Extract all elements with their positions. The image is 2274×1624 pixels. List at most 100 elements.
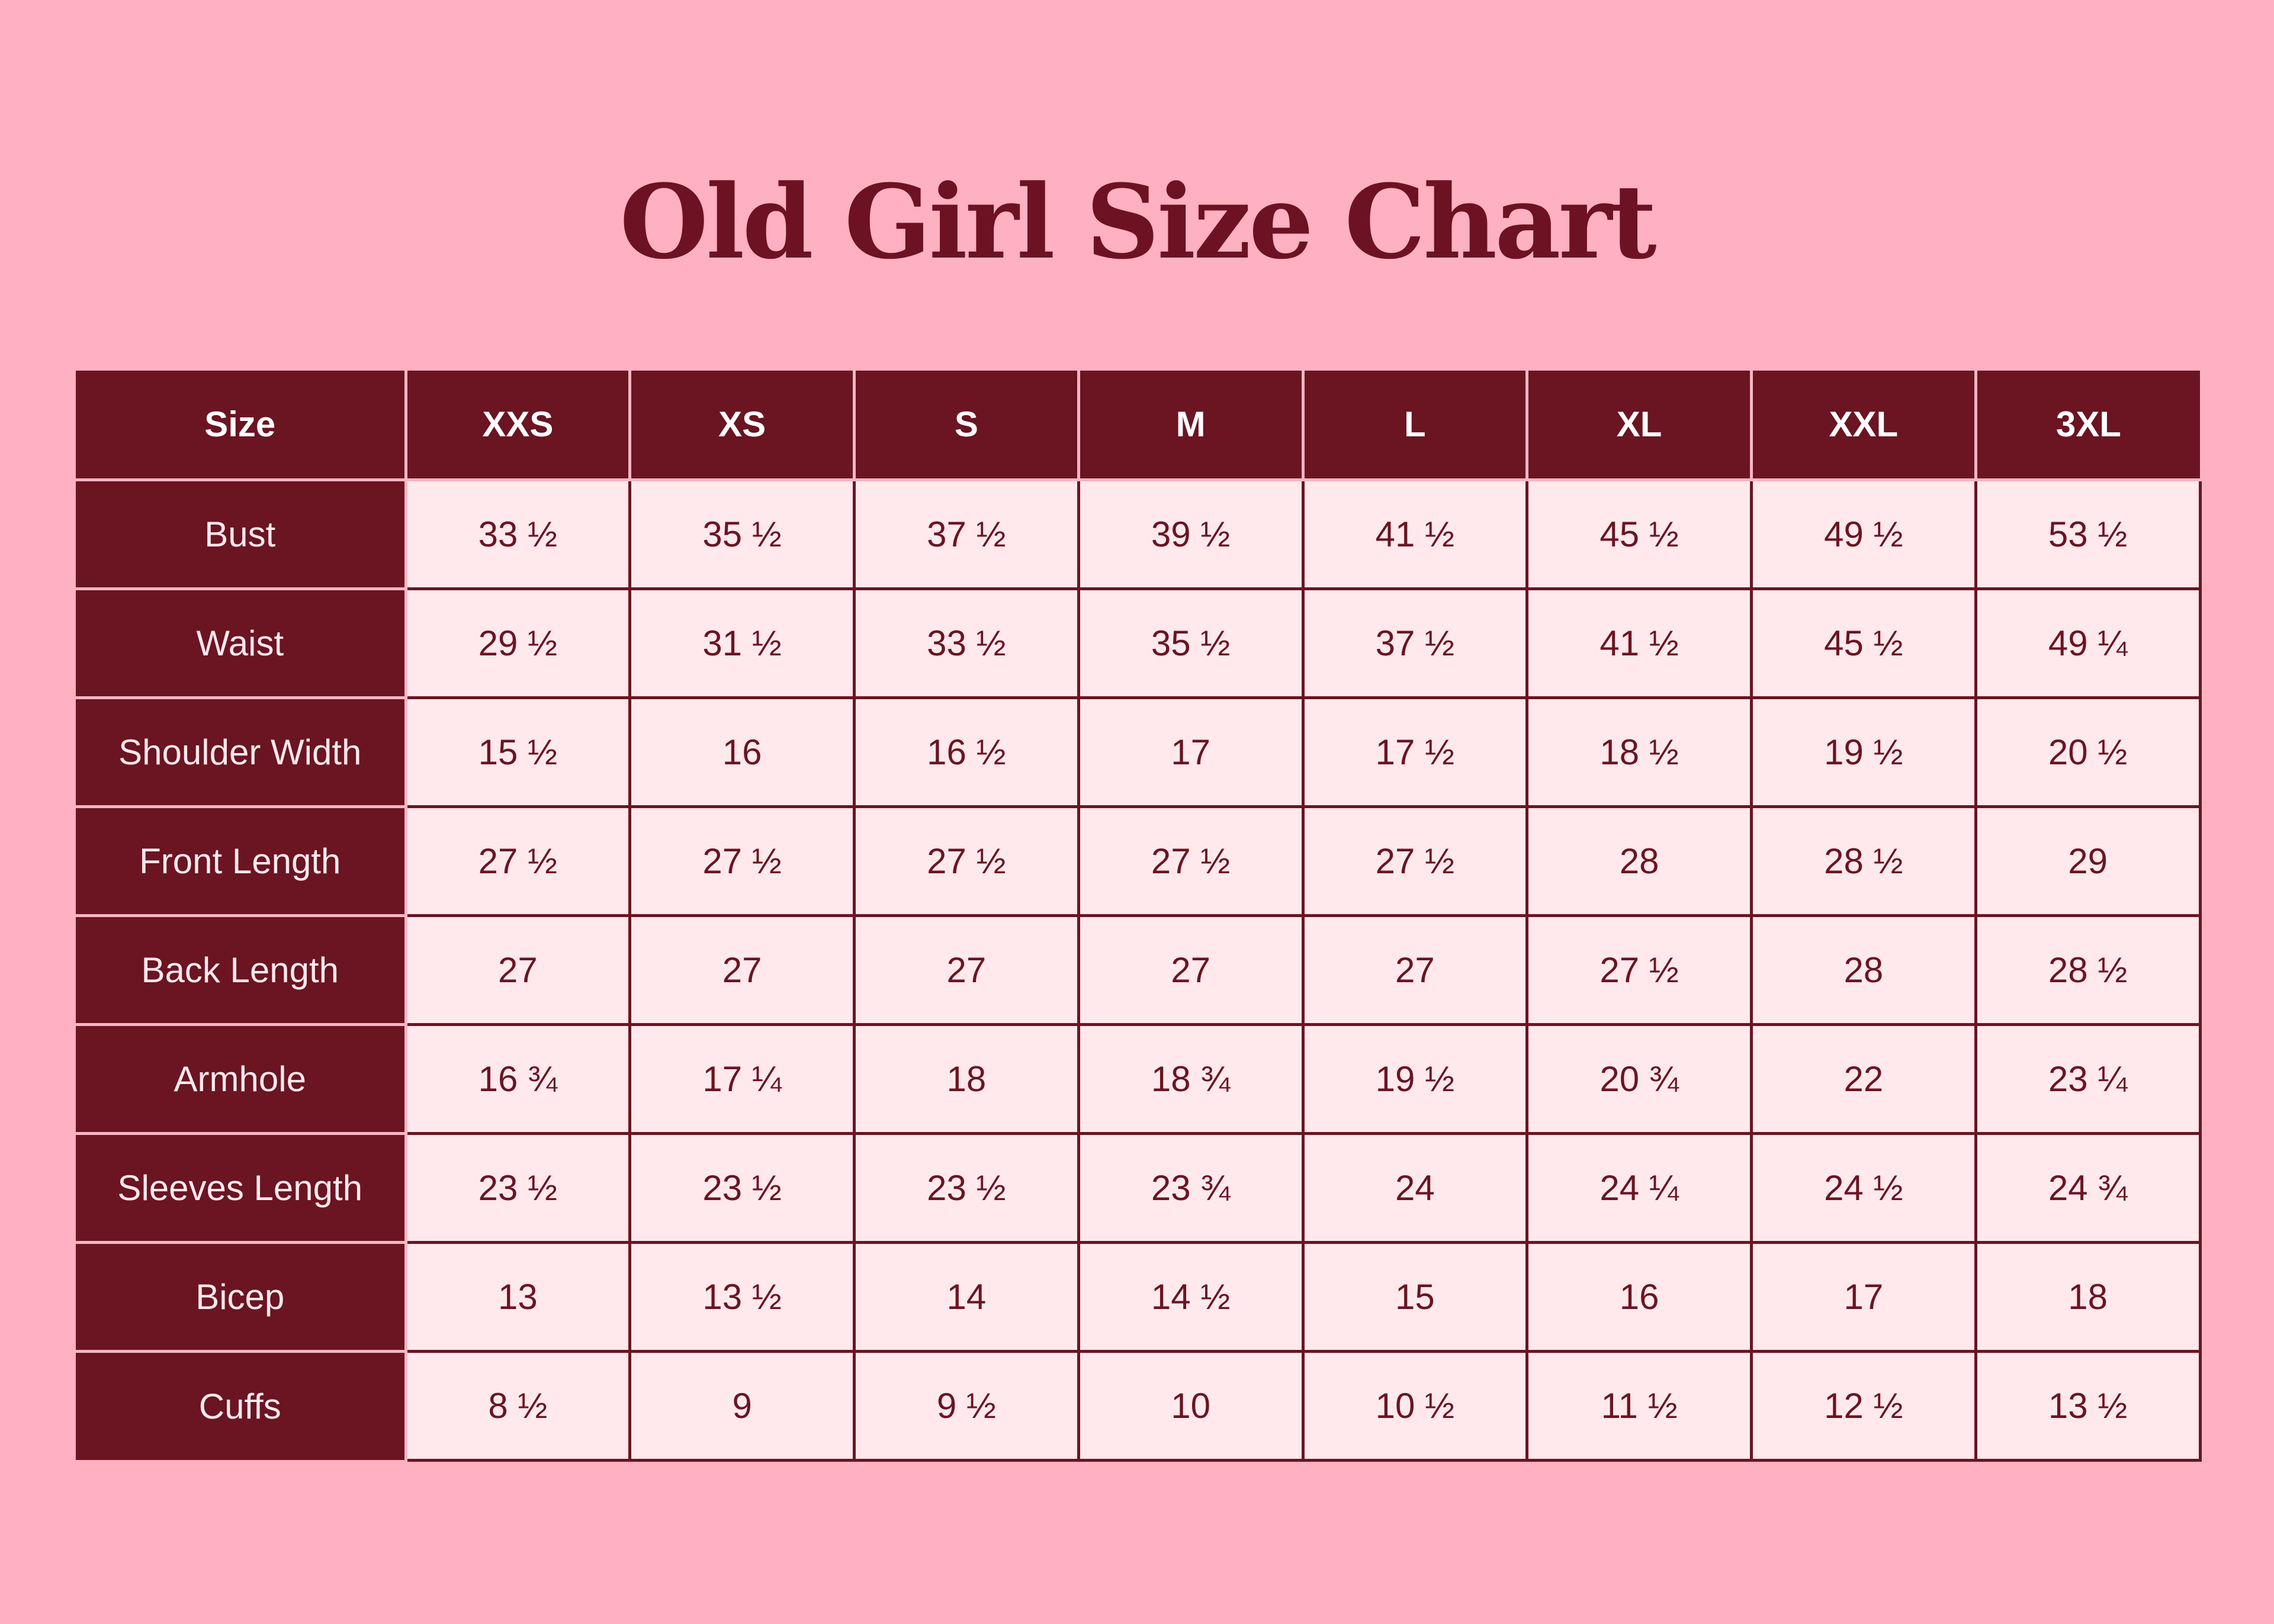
- table-cell: 13 ½: [628, 1240, 856, 1353]
- table-cell: 29: [1974, 805, 2202, 917]
- table-cell: 17 ½: [1301, 696, 1529, 808]
- table-cell: 45 ½: [1525, 478, 1753, 590]
- table-cell: 16 ½: [853, 696, 1080, 808]
- table-cell: 20 ½: [1974, 696, 2202, 808]
- table-cell: 35 ½: [1077, 587, 1305, 699]
- table-row: Sleeves Length 23 ½ 23 ½ 23 ½ 23 ¾ 24 24 ¼ 24 ½…: [76, 1131, 2202, 1244]
- table-cell: 27: [628, 914, 856, 1026]
- table-cell: 17: [1750, 1240, 1977, 1353]
- table-row: Waist 29 ½ 31 ½ 33 ½ 35 ½ 37 ½ 41 ½ 45 ½ 49 ¼: [76, 587, 2202, 699]
- table-cell: 49 ¼: [1974, 587, 2202, 699]
- table-cell: 15: [1301, 1240, 1529, 1353]
- table-cell: 45 ½: [1750, 587, 1977, 699]
- table-cell: 27: [853, 914, 1080, 1026]
- table-cell: 53 ½: [1974, 478, 2202, 590]
- row-label: Waist: [76, 589, 407, 699]
- table-cell: 14: [853, 1240, 1080, 1353]
- table-cell: 29 ½: [404, 587, 632, 699]
- row-label: Bust: [76, 480, 407, 590]
- table-cell: 28: [1525, 805, 1753, 917]
- table-cell: 23 ½: [628, 1131, 856, 1244]
- table-cell: 13: [404, 1240, 632, 1353]
- table-row: Shoulder Width 15 ½ 16 16 ½ 17 17 ½ 18 ½ 19 ½ 20…: [76, 696, 2202, 808]
- table-cell: 17: [1077, 696, 1305, 808]
- table-row: Bicep 13 13 ½ 14 14 ½ 15 16 17 18: [76, 1240, 2202, 1353]
- table-cell: 16: [628, 696, 856, 808]
- row-label: Cuffs: [76, 1351, 407, 1460]
- table-cell: 24: [1301, 1131, 1529, 1244]
- header-size-xxl: XXL: [1750, 371, 1977, 481]
- table-cell: 27 ½: [1301, 805, 1529, 917]
- table-cell: 16: [1525, 1240, 1753, 1353]
- table-cell: 27: [404, 914, 632, 1026]
- table-cell: 28 ½: [1750, 805, 1977, 917]
- table-cell: 27 ½: [628, 805, 856, 917]
- table-cell: 27 ½: [404, 805, 632, 917]
- row-label: Back Length: [76, 915, 407, 1026]
- table-cell: 15 ½: [404, 696, 632, 808]
- table-cell: 24 ½: [1750, 1131, 1977, 1244]
- size-chart-table: Size XXS XS S M L XL XXL 3XL Bust 33 ½ 35 ½ 37 ½ 39 …: [76, 371, 2202, 1462]
- row-label: Bicep: [76, 1242, 407, 1353]
- table-cell: 9: [628, 1349, 856, 1462]
- table-row: Front Length 27 ½ 27 ½ 27 ½ 27 ½ 27 ½ 28 28 ½ 29: [76, 805, 2202, 917]
- table-cell: 17 ¼: [628, 1022, 856, 1135]
- header-size-l: L: [1301, 371, 1529, 481]
- table-cell: 27 ½: [1525, 914, 1753, 1026]
- row-label: Shoulder Width: [76, 697, 407, 808]
- table-cell: 8 ½: [404, 1349, 632, 1462]
- table-cell: 18 ½: [1525, 696, 1753, 808]
- header-size-label: Size: [76, 371, 407, 481]
- table-cell: 18: [853, 1022, 1080, 1135]
- table-cell: 10: [1077, 1349, 1305, 1462]
- table-cell: 19 ½: [1301, 1022, 1529, 1135]
- row-label: Armhole: [76, 1024, 407, 1135]
- header-size-3xl: 3XL: [1974, 371, 2200, 481]
- table-cell: 28: [1750, 914, 1977, 1026]
- table-row: Back Length 27 27 27 27 27 27 ½ 28 28 ½: [76, 914, 2202, 1026]
- table-cell: 41 ½: [1525, 587, 1753, 699]
- table-cell: 28 ½: [1974, 914, 2202, 1026]
- table-cell: 27: [1301, 914, 1529, 1026]
- table-cell: 23 ¾: [1077, 1131, 1305, 1244]
- table-cell: 31 ½: [628, 587, 856, 699]
- header-size-s: S: [853, 371, 1080, 481]
- header-size-xxs: XXS: [404, 371, 632, 481]
- table-cell: 49 ½: [1750, 478, 1977, 590]
- page-title: Old Girl Size Chart: [619, 162, 1656, 282]
- table-cell: 39 ½: [1077, 478, 1305, 590]
- table-cell: 37 ½: [1301, 587, 1529, 699]
- table-cell: 16 ¾: [404, 1022, 632, 1135]
- table-row: Armhole 16 ¾ 17 ¼ 18 18 ¾ 19 ½ 20 ¾ 22 23 ¼: [76, 1022, 2202, 1135]
- table-cell: 23 ½: [853, 1131, 1080, 1244]
- table-body: Bust 33 ½ 35 ½ 37 ½ 39 ½ 41 ½ 45 ½ 49 ½ 53 ½ Wais…: [76, 478, 2202, 1462]
- table-cell: 23 ¼: [1974, 1022, 2202, 1135]
- table-cell: 27 ½: [853, 805, 1080, 917]
- table-cell: 11 ½: [1525, 1349, 1753, 1462]
- table-cell: 20 ¾: [1525, 1022, 1753, 1135]
- table-cell: 10 ½: [1301, 1349, 1529, 1462]
- table-cell: 27: [1077, 914, 1305, 1026]
- table-cell: 35 ½: [628, 478, 856, 590]
- table-cell: 24 ¼: [1525, 1131, 1753, 1244]
- table-cell: 18: [1974, 1240, 2202, 1353]
- table-cell: 22: [1750, 1022, 1977, 1135]
- table-cell: 27 ½: [1077, 805, 1305, 917]
- row-label: Front Length: [76, 806, 407, 917]
- table-cell: 13 ½: [1974, 1349, 2202, 1462]
- table-cell: 33 ½: [404, 478, 632, 590]
- header-size-xs: XS: [628, 371, 856, 481]
- table-row: Bust 33 ½ 35 ½ 37 ½ 39 ½ 41 ½ 45 ½ 49 ½ 53 ½: [76, 478, 2202, 590]
- header-size-m: M: [1077, 371, 1305, 481]
- table-cell: 9 ½: [853, 1349, 1080, 1462]
- header-row: Size XXS XS S M L XL XXL 3XL: [76, 371, 2200, 481]
- table-cell: 23 ½: [404, 1131, 632, 1244]
- header-size-xl: XL: [1525, 371, 1753, 481]
- row-label: Sleeves Length: [76, 1133, 407, 1244]
- table-cell: 18 ¾: [1077, 1022, 1305, 1135]
- table-cell: 19 ½: [1750, 696, 1977, 808]
- table-cell: 37 ½: [853, 478, 1080, 590]
- table-cell: 41 ½: [1301, 478, 1529, 590]
- table-cell: 24 ¾: [1974, 1131, 2202, 1244]
